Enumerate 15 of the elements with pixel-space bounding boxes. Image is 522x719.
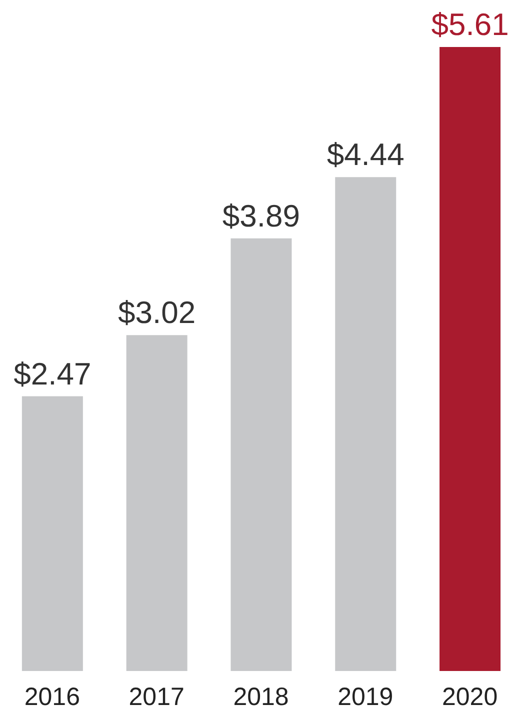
x-tick-label: 2019 — [338, 682, 394, 711]
x-tick-label: 2018 — [233, 682, 289, 711]
bar — [22, 396, 83, 671]
bar — [230, 238, 292, 671]
data-label: $3.02 — [118, 295, 196, 330]
x-tick-label: 2017 — [128, 682, 184, 711]
bar — [440, 47, 501, 671]
data-label: $4.44 — [326, 137, 404, 172]
data-label: $3.89 — [222, 198, 300, 234]
x-tick-label: 2020 — [442, 682, 498, 711]
data-label: $2.47 — [14, 356, 92, 392]
bar — [126, 335, 188, 671]
bar — [335, 177, 396, 671]
data-label: $5.61 — [431, 7, 509, 42]
x-tick-label: 2016 — [24, 682, 80, 711]
